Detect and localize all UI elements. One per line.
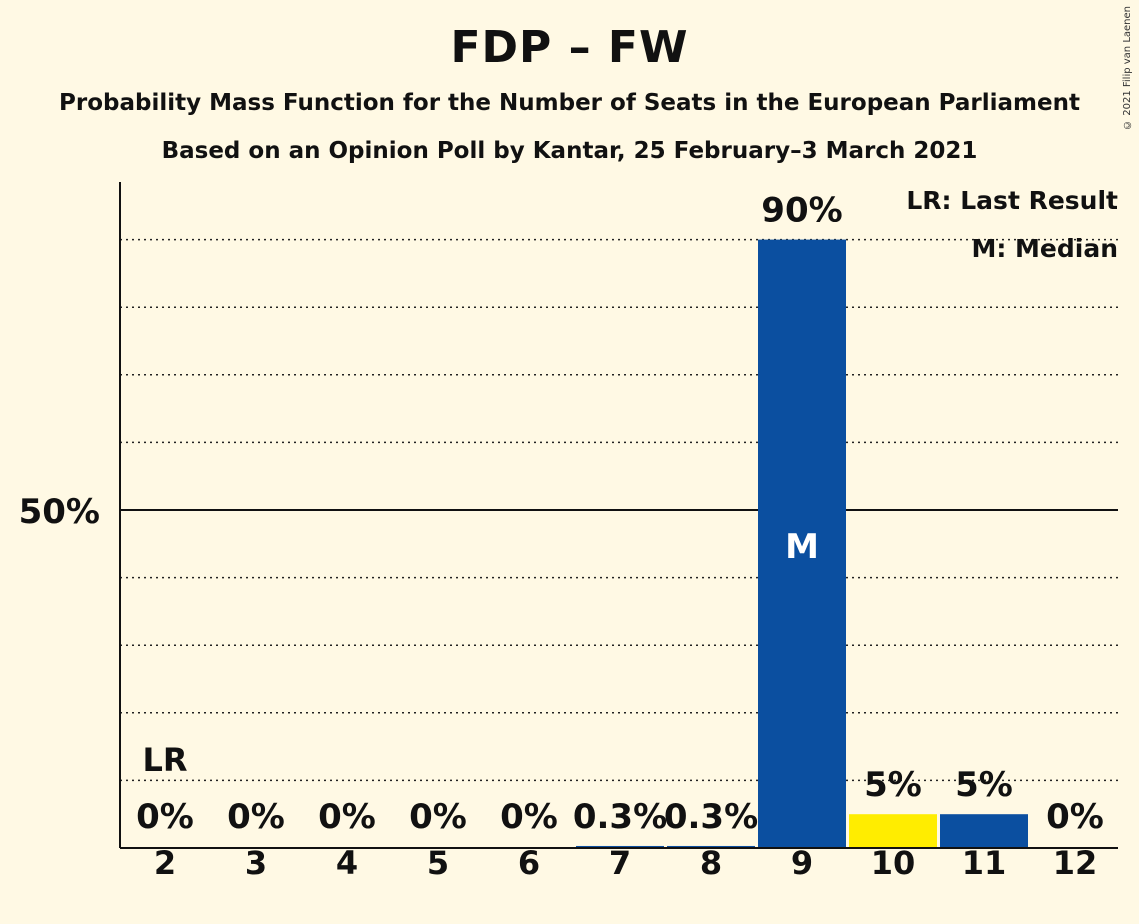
chart-title: FDP – FW: [450, 22, 689, 73]
value-label-2: 0%: [136, 797, 194, 837]
x-tick-label-9: 9: [791, 844, 813, 882]
x-tick-label-4: 4: [336, 844, 358, 882]
x-tick-label-3: 3: [245, 844, 267, 882]
value-label-10: 5%: [864, 765, 922, 805]
value-label-4: 0%: [318, 797, 376, 837]
gridlines: [120, 238, 1118, 782]
x-tick-label-10: 10: [871, 844, 916, 882]
x-tick-label-7: 7: [609, 844, 631, 882]
value-label-6: 0%: [500, 797, 558, 837]
x-tick-label-12: 12: [1053, 844, 1098, 882]
value-label-9: 90%: [761, 191, 842, 231]
legend-median: M: Median: [971, 234, 1118, 263]
value-label-5: 0%: [409, 797, 467, 837]
bar-10: [849, 814, 937, 848]
bars: [576, 239, 1028, 849]
last-result-marker: LR: [142, 741, 187, 779]
y-tick-label: 50%: [19, 492, 100, 532]
axes: [119, 182, 1118, 849]
value-label-3: 0%: [227, 797, 285, 837]
bar-11: [940, 814, 1028, 848]
value-label-12: 0%: [1046, 797, 1104, 837]
bar-8: [667, 845, 755, 848]
chart-subtitle-poll: Based on an Opinion Poll by Kantar, 25 F…: [161, 138, 978, 164]
value-label-8: 0.3%: [664, 797, 758, 837]
value-label-11: 5%: [955, 765, 1013, 805]
bar-7: [576, 845, 664, 848]
x-tick-label-2: 2: [154, 844, 176, 882]
median-marker: M: [785, 527, 819, 567]
value-label-7: 0.3%: [573, 797, 667, 837]
x-tick-label-5: 5: [427, 844, 449, 882]
x-tick-label-8: 8: [700, 844, 722, 882]
legend-last-result: LR: Last Result: [906, 186, 1118, 215]
x-tick-label-11: 11: [962, 844, 1007, 882]
chart-subtitle: Probability Mass Function for the Number…: [59, 90, 1080, 116]
bar-9: [758, 239, 846, 849]
x-tick-label-6: 6: [518, 844, 540, 882]
labels: 50%0%2LR0%30%40%50%60.3%70.3%890%9M5%105…: [19, 191, 1104, 883]
